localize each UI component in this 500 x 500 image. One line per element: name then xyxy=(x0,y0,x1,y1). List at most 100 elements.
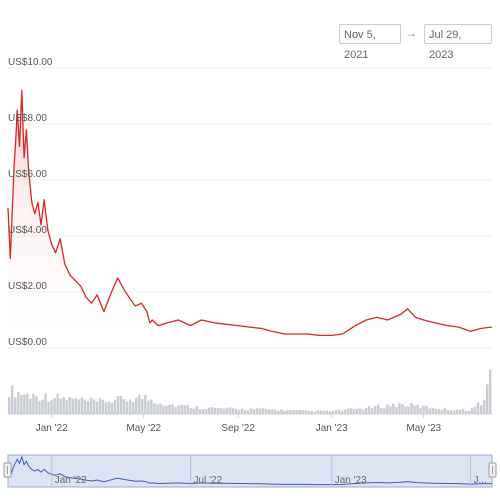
y-tick-label: US$4.00 xyxy=(8,225,47,236)
volume-bar xyxy=(292,409,295,414)
volume-bar xyxy=(177,405,180,414)
volume-bar xyxy=(470,408,474,414)
volume-bar xyxy=(20,394,23,414)
volume-bar xyxy=(358,408,362,414)
volume-bar xyxy=(383,408,386,414)
volume-bar xyxy=(171,404,174,414)
volume-bar xyxy=(83,399,87,414)
volume-bar xyxy=(355,408,359,414)
volume-bar xyxy=(367,405,371,414)
volume-bar xyxy=(44,393,47,414)
volume-bar xyxy=(153,403,156,414)
volume-bar xyxy=(464,411,468,414)
volume-bar xyxy=(349,408,353,414)
volume-bar xyxy=(307,411,310,414)
volume-bar xyxy=(95,401,99,414)
volume-bar xyxy=(473,406,477,414)
volume-bar xyxy=(141,399,144,414)
date-range-to-input[interactable]: Jul 29, 2023 xyxy=(424,24,492,61)
volume-bar xyxy=(23,394,26,414)
volume-bar xyxy=(443,407,447,414)
volume-bar xyxy=(361,409,365,414)
volume-bar xyxy=(467,411,471,414)
volume-bar xyxy=(14,397,17,414)
navigator-tick-label: Jul '22 xyxy=(194,475,223,486)
volume-bar xyxy=(234,408,238,414)
volume-bar xyxy=(386,404,389,414)
volume-bar xyxy=(210,407,214,414)
volume-bar xyxy=(404,406,407,414)
x-axis: Jan '22 May '22 Sep '22 Jan '23 May '23 xyxy=(36,414,442,434)
volume-bar xyxy=(165,405,168,414)
volume-bar xyxy=(268,409,271,414)
volume-bar xyxy=(183,405,186,414)
y-axis: US$10.00 US$8.00 US$6.00 US$4.00 US$2.00 US$0… xyxy=(8,57,53,348)
volume-bar xyxy=(455,409,459,414)
volume-bar xyxy=(256,408,259,414)
volume-bar xyxy=(192,408,195,414)
volume-bar xyxy=(325,410,329,414)
volume-bar xyxy=(89,397,93,414)
navigator-line xyxy=(7,455,493,486)
navigator-tick-label: Jan '22 xyxy=(55,475,87,486)
volume-bar xyxy=(47,401,50,414)
volume-bar xyxy=(80,397,84,414)
volume-bar xyxy=(8,397,11,414)
volume-bar xyxy=(313,411,316,414)
volume-bar xyxy=(53,398,56,414)
volume-bar xyxy=(301,410,304,414)
volume-bar xyxy=(156,404,159,414)
volume-bar xyxy=(116,395,120,414)
volume-bar xyxy=(159,403,162,414)
volume-bar xyxy=(280,409,283,414)
volume-bar xyxy=(119,395,123,414)
volume-bar xyxy=(162,405,165,414)
volume-bar xyxy=(246,410,250,414)
volume-bar xyxy=(38,400,41,414)
volume-bar xyxy=(310,410,313,414)
date-range-arrow: → xyxy=(405,26,417,40)
navigator[interactable]: Jan '22 Jul '22 Jan '23 J... xyxy=(3,454,497,488)
volume-bar xyxy=(262,408,265,414)
volume-bar xyxy=(434,408,437,414)
volume-bar xyxy=(304,410,307,414)
volume-bar xyxy=(392,403,395,414)
x-tick-label: Jan '23 xyxy=(316,423,348,434)
volume-bar xyxy=(98,398,102,414)
volume-bar xyxy=(337,409,341,414)
y-tick-label: US$10.00 xyxy=(8,57,53,68)
volume-bar xyxy=(395,407,398,414)
y-tick-label: US$0.00 xyxy=(8,337,47,348)
volume-bar xyxy=(26,393,29,414)
volume-bar xyxy=(113,399,117,414)
volume-bar xyxy=(147,400,150,414)
volume-bar xyxy=(201,409,205,414)
volume-bar xyxy=(407,406,410,414)
volume-bar xyxy=(41,399,44,414)
volume-bar xyxy=(286,410,289,414)
volume-bar xyxy=(485,384,489,414)
volume-bar xyxy=(283,410,286,414)
volume-bar xyxy=(180,404,183,414)
volume-bar xyxy=(461,408,465,414)
volume-bar xyxy=(231,408,235,414)
volume-bar xyxy=(401,404,404,414)
price-area xyxy=(8,90,492,349)
volume-bar xyxy=(107,401,111,414)
volume-bar xyxy=(174,407,177,414)
volume-bar xyxy=(32,393,35,414)
volume-bar xyxy=(135,397,138,414)
volume-bar xyxy=(322,411,326,414)
volume-bar xyxy=(17,391,20,414)
volume-bar xyxy=(77,399,80,414)
volume-bar xyxy=(289,409,292,414)
volume-bar xyxy=(198,409,201,414)
volume-bar xyxy=(419,408,422,414)
date-range-from-input[interactable]: Nov 5, 2021 xyxy=(339,24,401,61)
volume-bar xyxy=(428,408,431,414)
volume-bar xyxy=(265,409,268,414)
volume-bar xyxy=(237,410,241,414)
volume-bar xyxy=(253,409,256,414)
volume-bar xyxy=(410,403,413,414)
